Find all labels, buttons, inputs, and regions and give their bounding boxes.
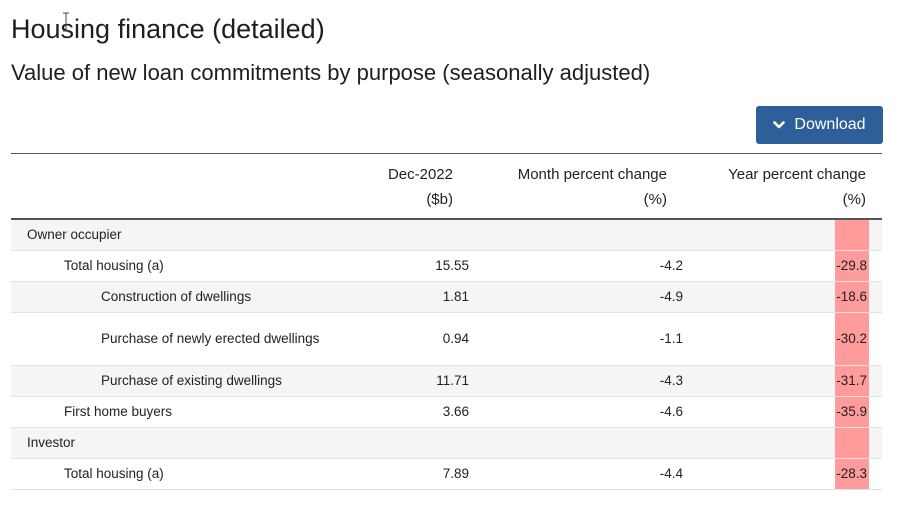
header-year-change[interactable]: Year percent change (%) — [683, 153, 882, 220]
year-change-value: -18.6 — [836, 289, 867, 304]
highlight-band — [835, 282, 869, 312]
header-value[interactable]: Dec-2022 ($b) — [341, 153, 469, 220]
month-change-cell: -4.4 — [469, 458, 683, 490]
highlight-band — [835, 397, 869, 427]
table-row: Purchase of newly erected dwellings 0.94-… — [11, 312, 882, 366]
month-change-cell — [469, 219, 683, 251]
year-change-cell: -31.7 — [683, 365, 882, 397]
download-label: Download — [794, 116, 866, 133]
month-change-cell: -4.3 — [469, 365, 683, 397]
table-row: First home buyers 3.66 -4.6 -35.9 — [11, 396, 882, 428]
value-cell: 11.71 — [341, 365, 469, 397]
row-label: Construction of dwellings — [11, 281, 341, 313]
year-change-cell: -35.9 — [683, 396, 882, 428]
highlight-band — [835, 428, 869, 458]
year-change-value: -28.3 — [836, 466, 867, 481]
highlight-band — [835, 251, 869, 281]
year-change-cell: -30.2 — [683, 312, 882, 366]
table-row: Total housing (a) 7.89 -4.4 -28.3 — [11, 458, 882, 490]
row-label: Total housing (a) — [11, 250, 341, 282]
year-change-value: -30.2 — [836, 331, 867, 346]
value-cell: 15.55 — [341, 250, 469, 282]
table-row: Investor — [11, 427, 882, 459]
value-cell: 3.66 — [341, 396, 469, 428]
page-subtitle: Value of new loan commitments by purpose… — [11, 60, 651, 85]
month-change-cell: -1.1 — [469, 312, 683, 366]
row-label: Purchase of newly erected dwellings — [11, 312, 341, 366]
chevron-down-icon — [773, 121, 786, 129]
row-label: Investor — [11, 427, 341, 459]
month-change-cell — [469, 427, 683, 459]
value-cell: 1.81 — [341, 281, 469, 313]
year-change-cell — [683, 427, 882, 459]
header-label — [11, 153, 341, 220]
text-cursor-icon — [63, 12, 69, 32]
month-change-cell: -4.6 — [469, 396, 683, 428]
year-change-cell: -29.8 — [683, 250, 882, 282]
row-label: Total housing (a) — [11, 458, 341, 490]
value-cell — [341, 427, 469, 459]
month-change-cell: -4.9 — [469, 281, 683, 313]
table-header-row: Dec-2022 ($b) Month percent change (%) Yea… — [11, 153, 882, 220]
download-button[interactable]: Download — [756, 106, 883, 144]
value-cell: 7.89 — [341, 458, 469, 490]
table-row: Owner occupier — [11, 219, 882, 251]
table-row: Purchase of existing dwellings 11.71 -4.3 -… — [11, 365, 882, 397]
header-month-change[interactable]: Month percent change (%) — [469, 153, 683, 220]
month-change-cell: -4.2 — [469, 250, 683, 282]
page-title: Housing finance (detailed) — [11, 14, 325, 44]
highlight-band — [835, 220, 869, 250]
row-label: First home buyers — [11, 396, 341, 428]
year-change-value: -31.7 — [836, 373, 867, 388]
loan-commitments-table: Dec-2022 ($b) Month percent change (%) Yea… — [11, 153, 882, 490]
year-change-value: -35.9 — [836, 404, 867, 419]
value-cell: 0.94 — [341, 312, 469, 366]
year-change-cell: -18.6 — [683, 281, 882, 313]
year-change-cell — [683, 219, 882, 251]
row-label: Purchase of existing dwellings — [11, 365, 341, 397]
row-label: Owner occupier — [11, 219, 341, 251]
highlight-band — [835, 366, 869, 396]
year-change-cell: -28.3 — [683, 458, 882, 490]
table-row: Construction of dwellings 1.81 -4.9 -18.6 — [11, 281, 882, 313]
highlight-band — [835, 459, 869, 489]
highlight-band — [835, 313, 869, 365]
value-cell — [341, 219, 469, 251]
table-row: Total housing (a) 15.55 -4.2 -29.8 — [11, 250, 882, 282]
year-change-value: -29.8 — [836, 258, 867, 273]
